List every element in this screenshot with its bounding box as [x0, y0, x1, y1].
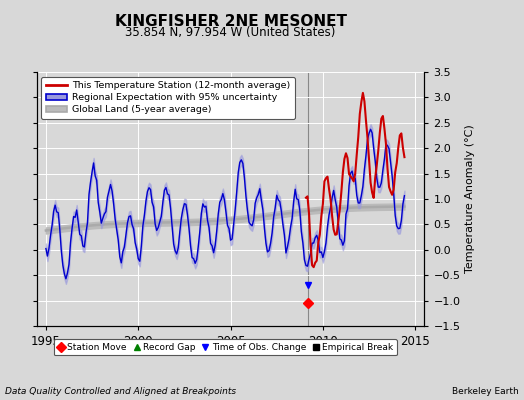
Legend: This Temperature Station (12-month average), Regional Expectation with 95% uncer: This Temperature Station (12-month avera… — [41, 77, 294, 119]
Legend: Station Move, Record Gap, Time of Obs. Change, Empirical Break: Station Move, Record Gap, Time of Obs. C… — [53, 339, 397, 356]
Text: KINGFISHER 2NE MESONET: KINGFISHER 2NE MESONET — [115, 14, 346, 29]
Text: 35.854 N, 97.954 W (United States): 35.854 N, 97.954 W (United States) — [125, 26, 336, 39]
Text: Data Quality Controlled and Aligned at Breakpoints: Data Quality Controlled and Aligned at B… — [5, 387, 236, 396]
Y-axis label: Temperature Anomaly (°C): Temperature Anomaly (°C) — [465, 125, 475, 273]
Text: Berkeley Earth: Berkeley Earth — [452, 387, 519, 396]
